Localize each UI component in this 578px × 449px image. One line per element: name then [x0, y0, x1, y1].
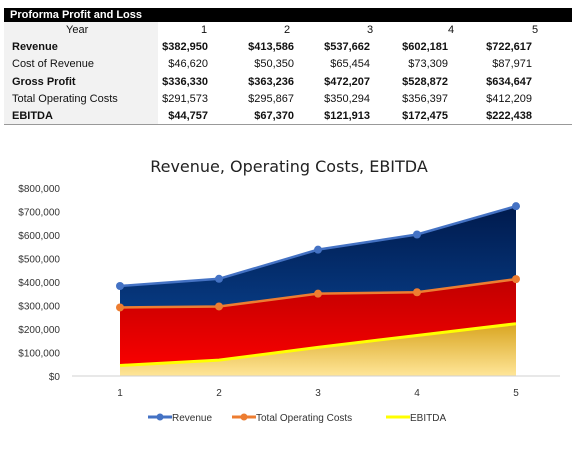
legend-label: EBITDA — [410, 413, 446, 424]
table-cell: $602,181 — [402, 41, 448, 54]
data-point — [512, 275, 520, 284]
chart-title: Revenue, Operating Costs, EBITDA — [150, 157, 428, 176]
table-cell: $472,207 — [324, 75, 370, 88]
table-row: Total Operating Costs $291,573 $295,867 $35… — [4, 90, 572, 108]
table-header-row: Year 1 2 3 4 5 — [4, 22, 572, 40]
y-tick-label: $200,000 — [18, 325, 60, 336]
table-row: Revenue $382,950 $413,586 $537,662 $602,181 $… — [4, 39, 572, 57]
y-tick-label: $500,000 — [18, 255, 60, 266]
table-cell: $73,309 — [408, 58, 448, 71]
data-point — [512, 202, 520, 211]
table-cell: $172,475 — [402, 109, 448, 122]
legend-marker — [156, 413, 164, 421]
table-cell: $121,913 — [324, 109, 370, 122]
table-cell: $634,647 — [486, 75, 532, 88]
data-point — [413, 230, 421, 239]
table-cell: $382,950 — [162, 41, 208, 54]
year-header: 3 — [366, 24, 374, 36]
y-tick-label: $0 — [49, 372, 61, 383]
y-tick-label: $800,000 — [18, 184, 60, 195]
y-tick-label: $400,000 — [18, 278, 60, 289]
table-cell: $537,662 — [324, 41, 370, 54]
x-tick-label: 1 — [117, 388, 123, 399]
table-row: EBITDA $44,757 $67,370 $121,913 $172,475 $222… — [4, 107, 572, 126]
year-header: 1 — [200, 24, 208, 36]
row-label: Gross Profit — [12, 75, 76, 88]
x-tick-label: 5 — [513, 388, 519, 399]
table-cell: $50,350 — [254, 58, 294, 71]
data-point — [314, 289, 322, 298]
row-label: Cost of Revenue — [12, 58, 94, 71]
data-point — [116, 282, 124, 291]
table-cell: $350,294 — [324, 92, 370, 105]
data-point — [116, 303, 124, 312]
legend-label: Total Operating Costs — [256, 413, 352, 424]
table-cell: $413,586 — [248, 41, 294, 54]
legend-marker — [240, 413, 248, 421]
table-cell: $67,370 — [254, 109, 294, 122]
table-cell: $336,330 — [162, 75, 208, 88]
table-cell: $291,573 — [162, 92, 208, 105]
table-cell: $44,757 — [168, 109, 208, 122]
table-cell: $412,209 — [486, 92, 532, 105]
year-header: 2 — [283, 24, 291, 36]
data-point — [215, 302, 223, 311]
x-tick-label: 2 — [216, 388, 222, 399]
table-row: Gross Profit $336,330 $363,236 $472,207 $528… — [4, 73, 572, 91]
line-ebitda — [119, 322, 517, 367]
table-row: Cost of Revenue $46,620 $50,350 $65,454 $73,… — [4, 56, 572, 74]
x-tick-label: 3 — [315, 388, 321, 399]
y-tick-label: $100,000 — [18, 349, 60, 360]
table-cell: $722,617 — [486, 41, 532, 54]
row-label: Revenue — [12, 41, 58, 54]
data-point — [314, 245, 322, 254]
x-tick-label: 4 — [414, 388, 420, 399]
table-cell: $363,236 — [248, 75, 294, 88]
data-point — [215, 274, 223, 283]
table-cell: $65,454 — [330, 58, 370, 71]
table-cell: $528,872 — [402, 75, 448, 88]
y-tick-label: $600,000 — [18, 231, 60, 242]
profit-loss-table: Proforma Profit and Loss Year 1 2 3 4 5 Revenu… — [4, 8, 572, 126]
chart-canvas: $0 $100,000 $200,000 $300,000 $400,000 $500,0… — [18, 184, 560, 424]
year-header: 5 — [531, 24, 539, 36]
table-cell: $46,620 — [168, 58, 208, 71]
year-header: 4 — [447, 24, 455, 36]
y-tick-label: $300,000 — [18, 302, 60, 313]
y-tick-label: $700,000 — [18, 208, 60, 219]
table-title: Proforma Profit and Loss — [4, 8, 572, 22]
table-bottom-border — [4, 124, 572, 126]
table-cell: $295,867 — [248, 92, 294, 105]
table-cell: $87,971 — [492, 58, 532, 71]
row-label: Total Operating Costs — [12, 92, 118, 105]
table-cell: $356,397 — [402, 92, 448, 105]
header-year-label: Year — [66, 24, 89, 36]
table-cell: $222,438 — [486, 109, 532, 122]
row-label: EBITDA — [12, 109, 53, 122]
data-point — [413, 288, 421, 297]
area-chart: Revenue, Operating Costs, EBITDA $0 $100,… — [0, 140, 578, 444]
legend-label: Revenue — [172, 413, 212, 424]
